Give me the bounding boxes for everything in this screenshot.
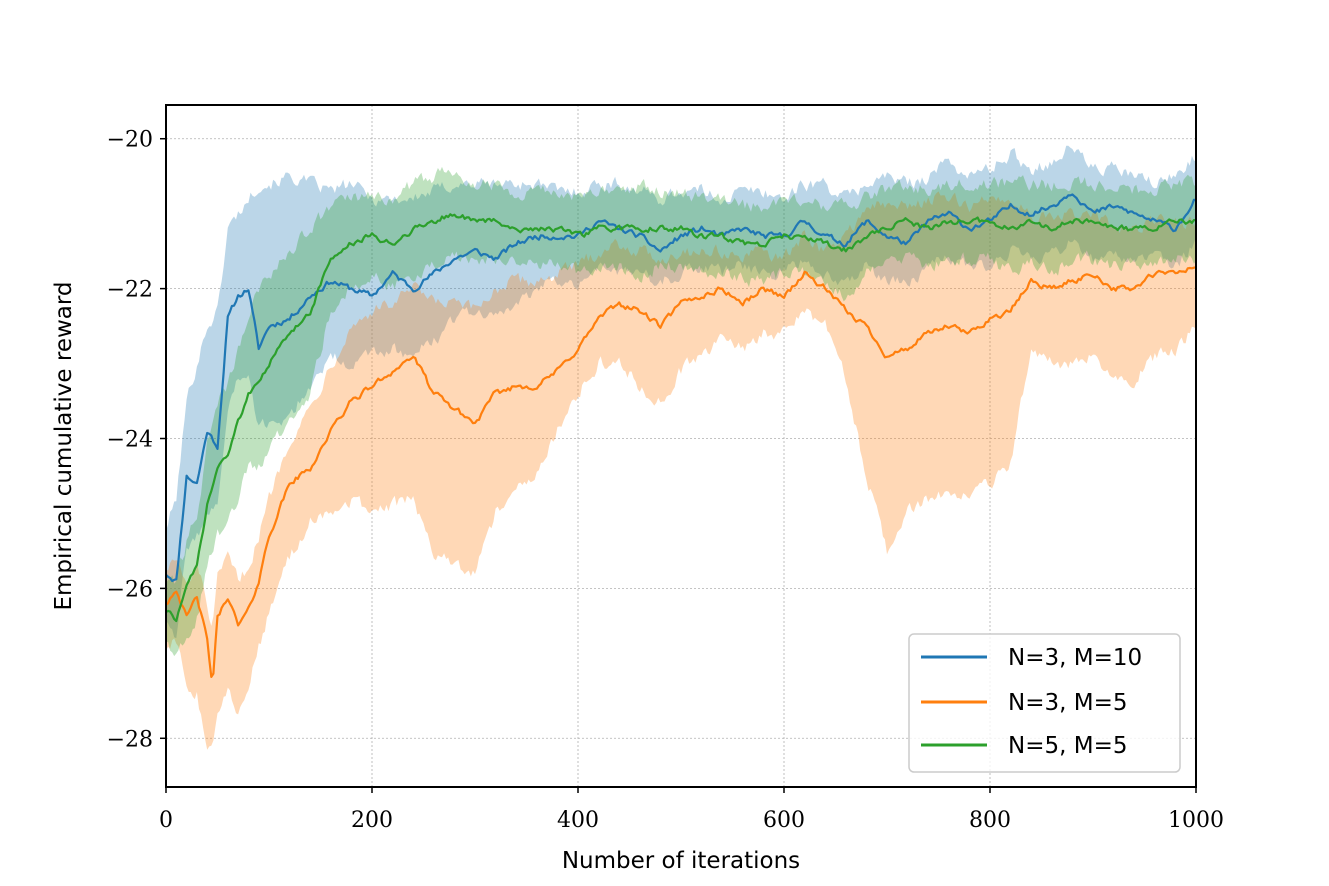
y-tick-label: −22 [107,278,153,303]
y-axis-title: Empirical cumulative reward [51,281,77,610]
x-tick-label: 200 [351,808,393,833]
legend-label-n5-m5: N=5, M=5 [1008,733,1127,759]
legend-box [908,633,1181,773]
y-tick-label: −24 [107,428,153,453]
y-tick-label: −28 [107,727,153,752]
legend-label-n3-m10: N=3, M=10 [1008,645,1142,671]
x-tick-label: 800 [969,808,1011,833]
y-tick-label: −26 [107,577,153,602]
x-tick-label: 1000 [1168,808,1224,833]
legend: N=3, M=10 N=3, M=5 N=5, M=5 [908,633,1181,773]
x-tick-label: 600 [763,808,805,833]
x-axis-title: Number of iterations [562,848,800,874]
ticks: 0 200 400 600 800 1000 −20 −22 −24 −26 −28 [107,128,1224,833]
line-n5-m5 [165,213,1197,623]
band-n5-m5 [166,166,1196,657]
line-n3-m5 [165,266,1197,679]
series-lines [165,193,1197,679]
legend-label-n3-m5: N=3, M=5 [1008,690,1127,716]
y-tick-label: −20 [107,128,153,153]
x-tick-label: 400 [557,808,599,833]
plot-frame [165,104,1197,788]
band-n3-m10 [166,145,1196,639]
line-n3-m10 [165,193,1197,583]
x-tick-label: 0 [159,808,173,833]
